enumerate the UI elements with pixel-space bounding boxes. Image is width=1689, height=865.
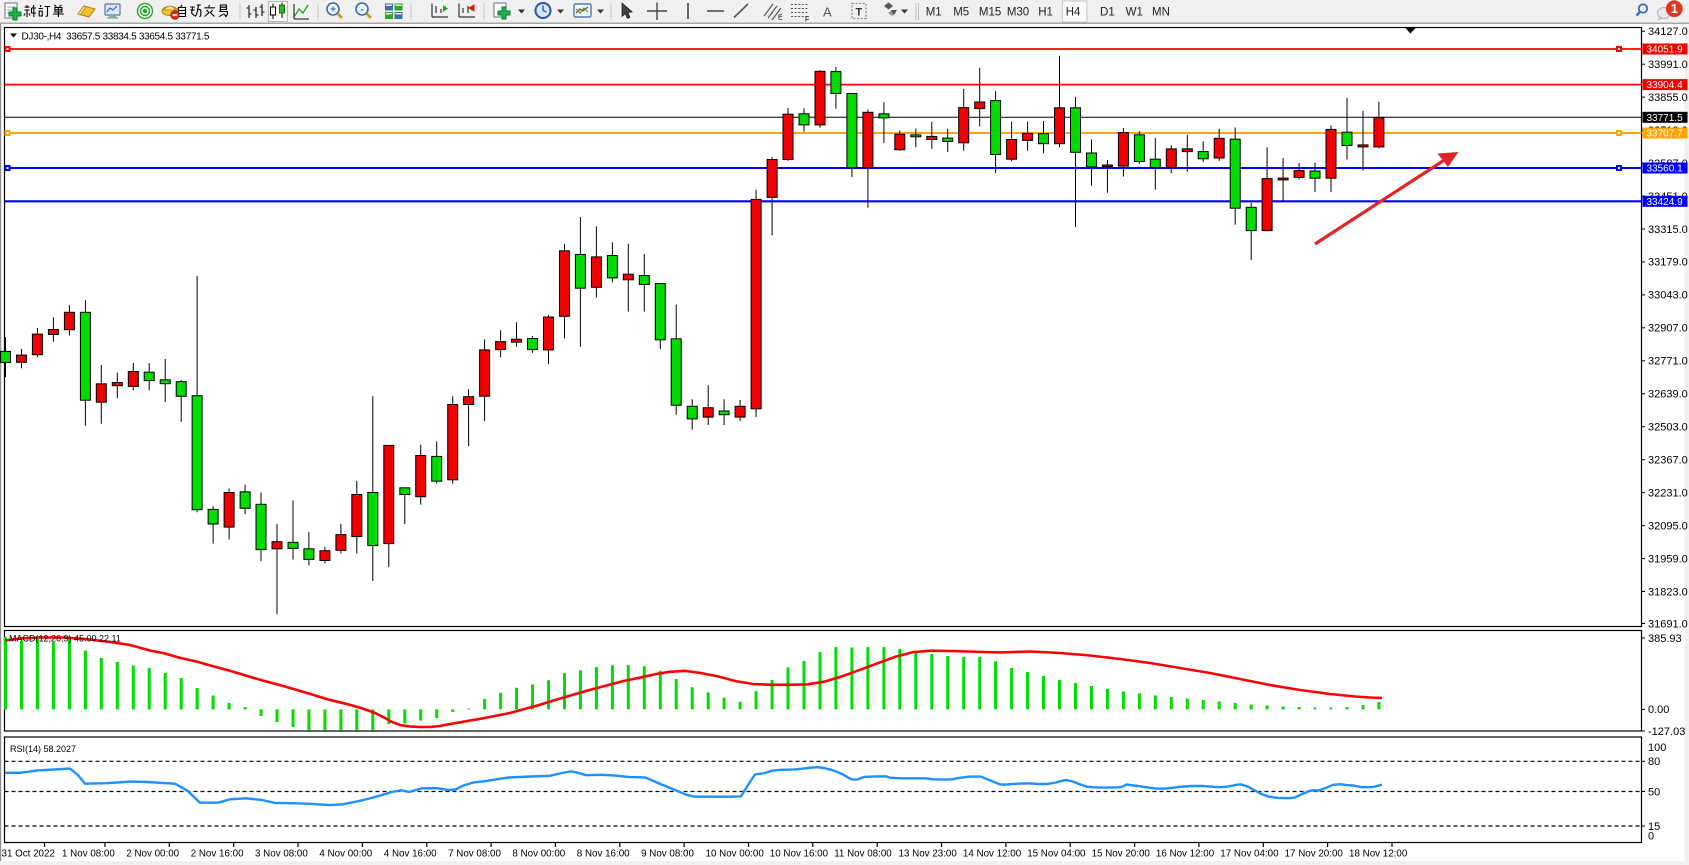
svg-text:32771.0: 32771.0 bbox=[1648, 356, 1688, 368]
svg-text:17 Nov 04:00: 17 Nov 04:00 bbox=[1220, 849, 1279, 860]
svg-text:8 Nov 16:00: 8 Nov 16:00 bbox=[577, 849, 630, 860]
svg-text:33855.0: 33855.0 bbox=[1648, 92, 1688, 104]
svg-text:H1: H1 bbox=[1038, 7, 1053, 19]
svg-text:+: + bbox=[330, 5, 336, 16]
svg-text:9 Nov 08:00: 9 Nov 08:00 bbox=[641, 849, 694, 860]
svg-text:18 Nov 12:00: 18 Nov 12:00 bbox=[1349, 849, 1408, 860]
svg-text:1: 1 bbox=[1671, 2, 1678, 16]
svg-text:M15: M15 bbox=[979, 7, 1001, 19]
svg-text:H4: H4 bbox=[1066, 7, 1081, 19]
svg-text:A: A bbox=[823, 5, 832, 20]
svg-text:32639.0: 32639.0 bbox=[1648, 389, 1688, 401]
svg-text:8 Nov 00:00: 8 Nov 00:00 bbox=[512, 849, 565, 860]
svg-text:MN: MN bbox=[1152, 7, 1170, 19]
svg-text:32907.0: 32907.0 bbox=[1648, 323, 1688, 335]
svg-text:2 Nov 00:00: 2 Nov 00:00 bbox=[126, 849, 179, 860]
svg-text:100: 100 bbox=[1648, 742, 1666, 754]
svg-text:DJ30-,H4 33657.5 33834.5 3365: DJ30-,H4 33657.5 33834.5 33654.5 33771.5 bbox=[22, 31, 210, 42]
svg-text:10 Nov 00:00: 10 Nov 00:00 bbox=[706, 849, 765, 860]
svg-text:32367.0: 32367.0 bbox=[1648, 455, 1688, 467]
svg-text:7 Nov 08:00: 7 Nov 08:00 bbox=[448, 849, 501, 860]
svg-text:MACD(12,26,9) 45.00 22.11: MACD(12,26,9) 45.00 22.11 bbox=[9, 633, 121, 643]
svg-text:33315.0: 33315.0 bbox=[1648, 224, 1688, 236]
svg-text:M5: M5 bbox=[953, 7, 969, 19]
svg-text:3 Nov 08:00: 3 Nov 08:00 bbox=[255, 849, 308, 860]
svg-text:33560.1: 33560.1 bbox=[1647, 164, 1684, 175]
svg-text:0: 0 bbox=[1648, 831, 1654, 843]
svg-text:33991.0: 33991.0 bbox=[1648, 59, 1688, 71]
svg-text:13 Nov 23:00: 13 Nov 23:00 bbox=[899, 849, 958, 860]
svg-text:M1: M1 bbox=[926, 7, 942, 19]
svg-text:E: E bbox=[778, 15, 783, 22]
svg-text:-: - bbox=[360, 5, 363, 16]
svg-text:T: T bbox=[856, 7, 863, 19]
svg-text:1 Nov 08:00: 1 Nov 08:00 bbox=[62, 849, 115, 860]
svg-text:33771.5: 33771.5 bbox=[1647, 113, 1684, 124]
svg-text:10 Nov 16:00: 10 Nov 16:00 bbox=[770, 849, 829, 860]
svg-text:16 Nov 12:00: 16 Nov 12:00 bbox=[1156, 849, 1215, 860]
svg-text:4 Nov 16:00: 4 Nov 16:00 bbox=[384, 849, 437, 860]
svg-text:D1: D1 bbox=[1100, 7, 1115, 19]
svg-text:0.00: 0.00 bbox=[1648, 704, 1669, 716]
svg-text:11 Nov 08:00: 11 Nov 08:00 bbox=[834, 849, 892, 860]
svg-text:32231.0: 32231.0 bbox=[1648, 487, 1688, 499]
svg-text:15 Nov 20:00: 15 Nov 20:00 bbox=[1092, 849, 1151, 860]
svg-text:4 Nov 00:00: 4 Nov 00:00 bbox=[319, 849, 372, 860]
svg-text:80: 80 bbox=[1648, 756, 1660, 768]
svg-text:50: 50 bbox=[1648, 786, 1660, 798]
svg-text:34051.9: 34051.9 bbox=[1647, 45, 1684, 56]
svg-text:-127.03: -127.03 bbox=[1648, 726, 1685, 738]
svg-text:31959.0: 31959.0 bbox=[1648, 553, 1688, 565]
svg-text:32503.0: 32503.0 bbox=[1648, 422, 1688, 434]
svg-text:31 Oct 2022: 31 Oct 2022 bbox=[2, 849, 55, 860]
svg-text:33904.4: 33904.4 bbox=[1647, 80, 1684, 91]
svg-text:33179.0: 33179.0 bbox=[1648, 257, 1688, 269]
svg-text:W1: W1 bbox=[1126, 7, 1143, 19]
svg-text:15: 15 bbox=[1648, 821, 1660, 833]
svg-text:31823.0: 31823.0 bbox=[1648, 586, 1688, 598]
svg-text:F: F bbox=[805, 17, 809, 24]
svg-text:31691.0: 31691.0 bbox=[1648, 618, 1688, 630]
svg-text:385.93: 385.93 bbox=[1648, 633, 1682, 645]
svg-text:14 Nov 12:00: 14 Nov 12:00 bbox=[963, 849, 1022, 860]
svg-text:RSI(14) 58.2027: RSI(14) 58.2027 bbox=[10, 744, 76, 754]
svg-text:33424.9: 33424.9 bbox=[1647, 197, 1684, 208]
svg-text:15 Nov 04:00: 15 Nov 04:00 bbox=[1027, 849, 1086, 860]
svg-text:33707.7: 33707.7 bbox=[1647, 129, 1684, 140]
svg-text:34127.0: 34127.0 bbox=[1648, 26, 1688, 38]
svg-text:32095.0: 32095.0 bbox=[1648, 520, 1688, 532]
svg-text:2 Nov 16:00: 2 Nov 16:00 bbox=[191, 849, 244, 860]
svg-text:33043.0: 33043.0 bbox=[1648, 290, 1688, 302]
svg-text:17 Nov 20:00: 17 Nov 20:00 bbox=[1285, 849, 1344, 860]
svg-text:M30: M30 bbox=[1007, 7, 1029, 19]
